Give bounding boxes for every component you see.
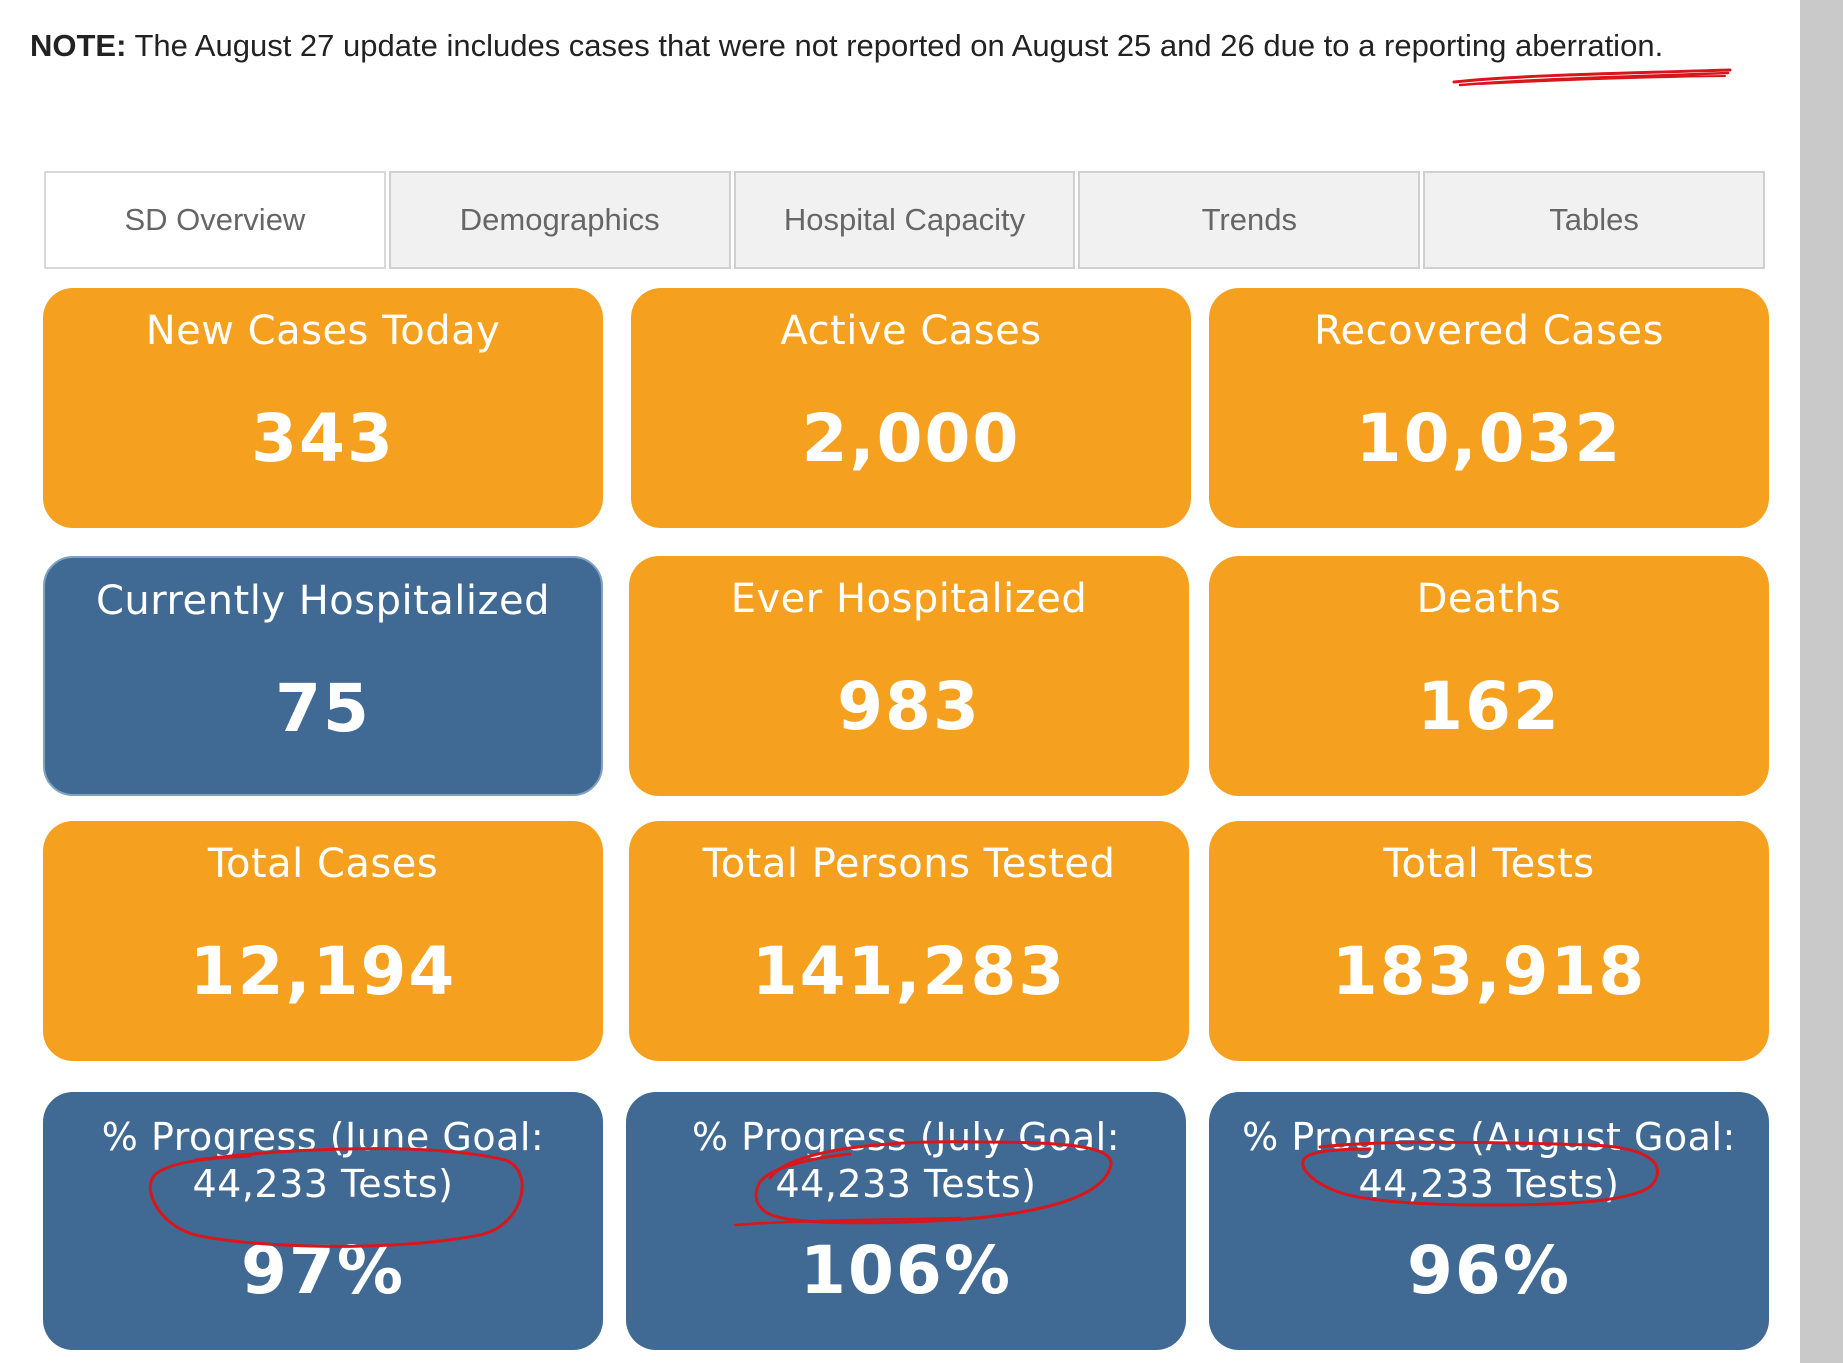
note-text: The August 27 update includes cases that… (126, 28, 1384, 63)
tab-trends[interactable]: Trends (1078, 171, 1421, 269)
card-title-line1: % Progress (August Goal: (1242, 1115, 1736, 1159)
card-value: 141,283 (751, 933, 1067, 1010)
update-note: NOTE: The August 27 update includes case… (30, 28, 1663, 64)
total-tests-card: Total Tests 183,918 (1209, 821, 1769, 1061)
currently-hospitalized-card: Currently Hospitalized 75 (43, 556, 603, 796)
card-value: 106% (800, 1232, 1012, 1309)
card-value: 343 (251, 400, 395, 477)
new-cases-today-card: New Cases Today 343 (43, 288, 603, 528)
card-value: 983 (837, 668, 981, 745)
card-title: Active Cases (780, 308, 1042, 354)
card-title-line2: 44,233 Tests) (775, 1162, 1037, 1206)
card-title: Deaths (1416, 576, 1562, 622)
total-cases-card: Total Cases 12,194 (43, 821, 603, 1061)
card-value: 96% (1407, 1232, 1571, 1309)
card-title: Total Tests (1383, 841, 1595, 887)
card-title: Ever Hospitalized (730, 576, 1088, 622)
progress-july-card: % Progress (July Goal: 44,233 Tests) 106… (626, 1092, 1186, 1350)
card-value: 75 (275, 670, 371, 747)
card-title-line2: 44,233 Tests) (192, 1162, 454, 1206)
card-value: 162 (1417, 668, 1561, 745)
card-title-line1: % Progress (July Goal: (691, 1115, 1121, 1159)
card-title: Total Persons Tested (702, 841, 1116, 887)
card-title: New Cases Today (145, 308, 501, 354)
card-value: 2,000 (801, 400, 1021, 477)
deaths-card: Deaths 162 (1209, 556, 1769, 796)
card-value: 97% (241, 1232, 405, 1309)
dashboard-tabs: SD Overview Demographics Hospital Capaci… (44, 171, 1765, 269)
card-title: % Progress (July Goal: 44,233 Tests) (626, 1114, 1186, 1208)
card-title: % Progress (June Goal: 44,233 Tests) (43, 1114, 603, 1208)
card-title-line2: 44,233 Tests) (1358, 1162, 1620, 1206)
card-title: % Progress (August Goal: 44,233 Tests) (1209, 1114, 1769, 1208)
note-prefix: NOTE: (30, 28, 127, 63)
tab-demographics[interactable]: Demographics (388, 171, 731, 269)
card-value: 12,194 (189, 933, 457, 1010)
tab-sd-overview[interactable]: SD Overview (44, 171, 386, 269)
ever-hospitalized-card: Ever Hospitalized 983 (629, 556, 1189, 796)
active-cases-card: Active Cases 2,000 (631, 288, 1191, 528)
tab-tables[interactable]: Tables (1423, 171, 1765, 269)
card-title: Currently Hospitalized (95, 578, 551, 624)
card-value: 10,032 (1355, 400, 1623, 477)
card-title: Recovered Cases (1314, 308, 1664, 354)
card-title: Total Cases (207, 841, 439, 887)
tab-hospital-capacity[interactable]: Hospital Capacity (733, 171, 1076, 269)
recovered-cases-card: Recovered Cases 10,032 (1209, 288, 1769, 528)
note-suffix: . (1654, 28, 1664, 63)
page-scrollbar[interactable] (1800, 0, 1843, 1363)
card-title-line1: % Progress (June Goal: (101, 1115, 545, 1159)
progress-august-card: % Progress (August Goal: 44,233 Tests) 9… (1209, 1092, 1769, 1350)
reporting-aberration-link[interactable]: reporting aberration (1384, 28, 1655, 63)
card-value: 183,918 (1331, 933, 1647, 1010)
red-underline-annotation (1452, 68, 1732, 87)
progress-june-card: % Progress (June Goal: 44,233 Tests) 97% (43, 1092, 603, 1350)
total-persons-tested-card: Total Persons Tested 141,283 (629, 821, 1189, 1061)
